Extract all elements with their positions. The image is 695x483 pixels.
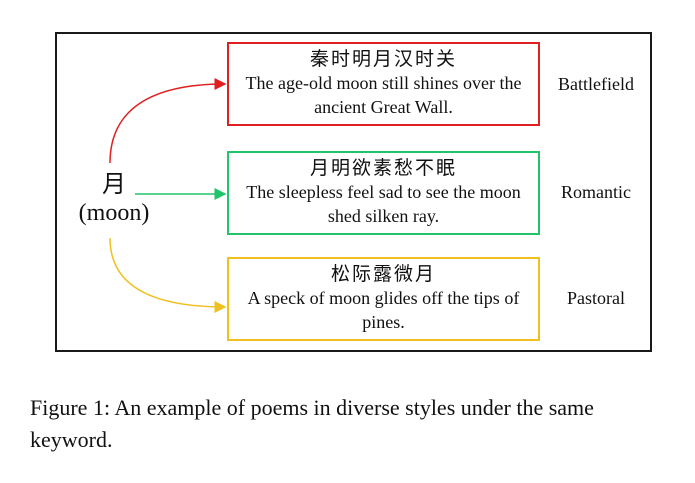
- poem-english-translation: The sleepless feel sad to see the moon s…: [246, 182, 521, 226]
- style-label-battlefield: Battlefield: [558, 74, 634, 94]
- figure-caption: Figure 1: An example of poems in diverse…: [30, 395, 594, 452]
- poem-box-romantic: 月明欲素愁不眠 The sleepless feel sad to see th…: [227, 151, 540, 235]
- keyword-english: (moon): [78, 200, 150, 226]
- poem-box-pastoral: 松际露微月 A speck of moon glides off the tip…: [227, 257, 540, 341]
- poem-chinese-line: 月明欲素愁不眠: [309, 157, 457, 179]
- style-label-pastoral: Pastoral: [567, 288, 625, 308]
- poem-chinese-line: 松际露微月: [330, 263, 436, 285]
- poem-english-translation: The age-old moon still shines over the a…: [245, 73, 522, 117]
- keyword-label: 月 (moon): [60, 170, 168, 228]
- poem-box-battlefield: 秦时明月汉时关 The age-old moon still shines ov…: [227, 42, 540, 126]
- style-label-romantic: Romantic: [561, 182, 631, 202]
- figure-frame: [55, 32, 652, 352]
- poem-chinese-line: 秦时明月汉时关: [309, 48, 457, 70]
- keyword-chinese: 月: [102, 170, 126, 198]
- poem-english-translation: A speck of moon glides off the tips of p…: [247, 288, 520, 332]
